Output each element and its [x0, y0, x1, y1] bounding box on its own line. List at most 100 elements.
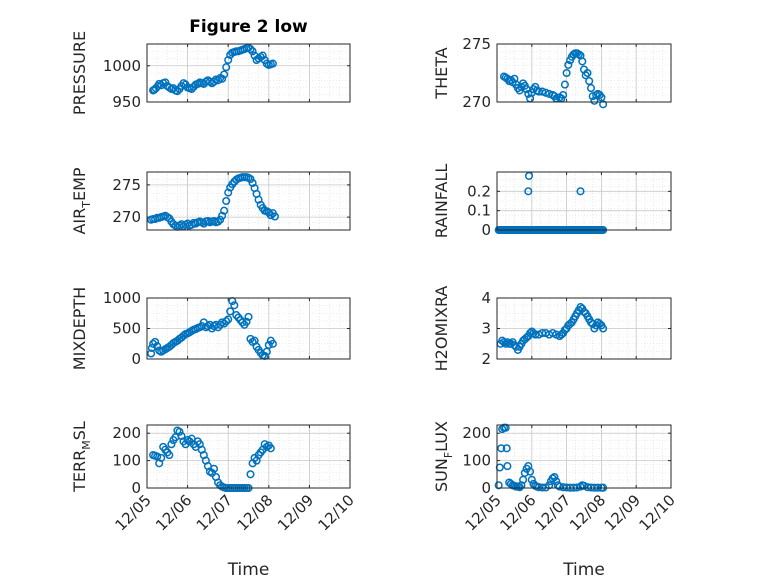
data-point — [520, 468, 529, 477]
y-axis-label-text: EMP — [70, 167, 89, 201]
data-point — [529, 329, 538, 338]
data-point — [246, 45, 255, 54]
y-axis-label-text: AIR — [70, 208, 89, 235]
axes-box — [496, 171, 672, 231]
data-point — [526, 467, 535, 476]
y-axis-label-text: TERR — [70, 450, 89, 493]
y-tick-label: 200 — [112, 424, 141, 442]
major-grid — [497, 425, 671, 488]
y-tick-label: 270 — [462, 93, 491, 111]
data-point — [175, 427, 184, 436]
y-tick-label: 500 — [112, 320, 141, 338]
data-point — [266, 211, 275, 220]
y-tick-label: 270 — [112, 208, 141, 226]
data-point — [246, 175, 255, 184]
x-tick-label: 12/05 — [462, 491, 505, 534]
y-tick-label: 0.2 — [467, 182, 491, 200]
axes-box — [496, 43, 672, 103]
y-axis-label: H2OMIXRA — [432, 286, 451, 372]
subplot-pressure: 950 1000 PRESSURE Figure 2 low — [70, 17, 351, 115]
series-terr_msl — [149, 426, 275, 493]
data-point — [222, 317, 231, 326]
data-point — [218, 74, 227, 83]
y-tick-label: 1000 — [103, 289, 141, 307]
data-point — [526, 329, 535, 338]
data-point — [264, 340, 273, 350]
y-tick-label: 2 — [481, 350, 491, 368]
series-theta — [499, 49, 608, 109]
data-point — [209, 77, 219, 86]
y-axis-label-text: LUX — [432, 421, 451, 452]
data-point — [545, 481, 554, 490]
x-tick-label: 12/07 — [193, 491, 236, 534]
series-pressure — [149, 43, 277, 96]
major-grid — [147, 172, 350, 230]
axes-box — [496, 424, 672, 489]
data-point — [244, 312, 253, 321]
data-point — [268, 339, 277, 348]
data-point — [560, 80, 569, 89]
x-tick-label: 12/09 — [601, 491, 644, 534]
data-point — [494, 481, 503, 490]
data-point — [224, 55, 233, 65]
data-point — [266, 444, 275, 453]
subplot-terr_msl: 0 100 200 TERRMSL 12/0512/0612/0712/0812/091… — [70, 421, 358, 580]
data-point — [524, 171, 534, 180]
subplot-mixdepth: 0 500 1000 MIXDEPTH — [70, 287, 351, 370]
x-tick-label: 12/08 — [566, 491, 609, 534]
data-point — [268, 59, 277, 68]
y-axis-label-text: PRESSURE — [70, 31, 89, 115]
data-point — [599, 324, 608, 333]
data-point — [503, 462, 512, 471]
data-point — [153, 342, 162, 351]
data-point — [230, 301, 239, 310]
data-point — [270, 212, 279, 221]
x-tick-label: 12/06 — [496, 491, 539, 534]
chart-title: Figure 2 low — [189, 17, 308, 37]
y-tick-label: 275 — [462, 35, 491, 53]
y-tick-label: 0 — [481, 221, 491, 239]
series-mixdepth — [147, 297, 277, 360]
y-axis-label: PRESSURE — [70, 31, 89, 115]
x-tick-label: 12/10 — [315, 491, 358, 534]
data-point — [147, 343, 156, 353]
data-point — [214, 217, 223, 226]
data-point — [585, 77, 594, 86]
data-point — [248, 178, 257, 188]
axes-box — [146, 424, 351, 489]
y-axis-label-text: H2OMIXRA — [432, 286, 451, 372]
data-point — [599, 100, 608, 109]
y-tick-label: 0 — [131, 350, 141, 368]
data-point — [167, 440, 176, 449]
series-h2omixra — [496, 303, 608, 354]
y-axis-label-subscript: F — [442, 452, 455, 458]
data-point — [147, 349, 156, 358]
data-point — [224, 188, 233, 197]
y-tick-label: 275 — [112, 176, 141, 194]
subplot-air_temp: 270 275 AIRTEMP — [70, 167, 351, 235]
data-point — [246, 470, 255, 479]
data-point — [538, 87, 547, 96]
subplot-rainfall: 00.1 0.2 RAINFALL — [432, 164, 672, 239]
data-point — [173, 87, 182, 96]
y-axis-label-text: SUN — [432, 458, 451, 492]
data-point — [576, 187, 585, 196]
data-point — [258, 51, 267, 60]
y-tick-label: 100 — [112, 452, 141, 470]
x-tick-label: 12/06 — [152, 491, 195, 534]
axes-box — [146, 43, 351, 103]
data-point — [157, 453, 166, 462]
y-axis-label-text: RAINFALL — [432, 164, 451, 239]
axes-box — [146, 297, 351, 360]
x-tick-label: 12/05 — [112, 491, 155, 534]
data-point — [222, 196, 231, 206]
y-axis-label-subscript: M — [80, 440, 93, 450]
data-point — [501, 423, 510, 432]
data-point — [226, 307, 235, 316]
y-tick-label: 1000 — [103, 57, 141, 75]
y-tick-label: 3 — [481, 320, 491, 338]
data-point — [248, 47, 257, 56]
y-axis-label: RAINFALL — [432, 164, 451, 239]
data-point — [214, 76, 223, 85]
x-axis-label: Time — [227, 560, 270, 580]
